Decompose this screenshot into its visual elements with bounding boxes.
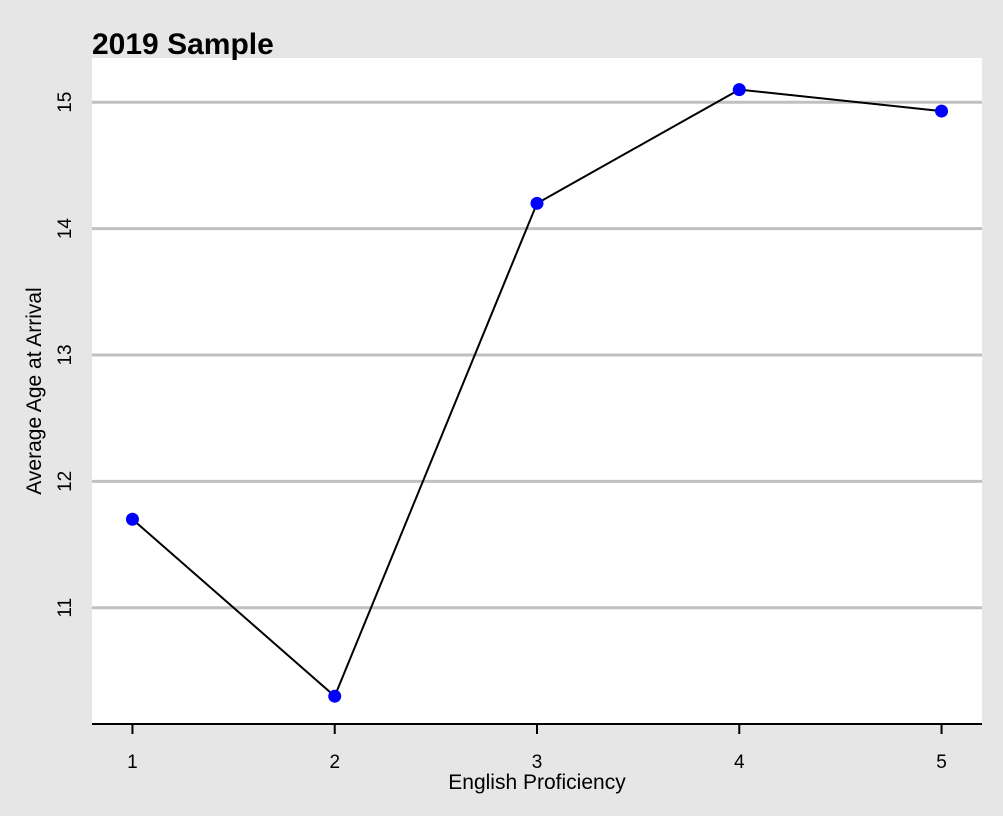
y-tick-label-12: 12 [55,471,76,492]
y-tick-label-15: 15 [55,92,76,113]
y-tick-label-13: 13 [55,344,76,365]
x-tick-label-2: 2 [329,752,340,773]
series-1-segment-2 [333,202,538,697]
data-points [125,83,949,703]
series-lines [131,88,942,697]
series-1-segment-3 [536,88,740,205]
chart-title: 2019 Sample [92,28,274,61]
x-axis-label: English Proficiency [448,771,626,794]
data-point-4 [732,83,746,97]
y-tick-label-11: 11 [55,598,76,618]
y-axis-label: Average Age at Arrival [23,287,46,494]
x-tick-label-5: 5 [936,752,947,773]
series-1-segment-1 [131,518,336,697]
series-1-segment-4 [739,88,942,113]
plot-area [92,58,982,724]
grid-lines [92,100,982,610]
data-point-5 [935,104,949,118]
x-tick-label-3: 3 [532,752,543,773]
data-point-2 [328,689,342,703]
data-point-3 [530,196,544,210]
x-axis [92,723,982,734]
data-point-1 [125,512,139,526]
y-tick-label-14: 14 [55,218,76,240]
x-tick-label-4: 4 [734,752,745,773]
x-tick-label-1: 1 [127,752,138,773]
